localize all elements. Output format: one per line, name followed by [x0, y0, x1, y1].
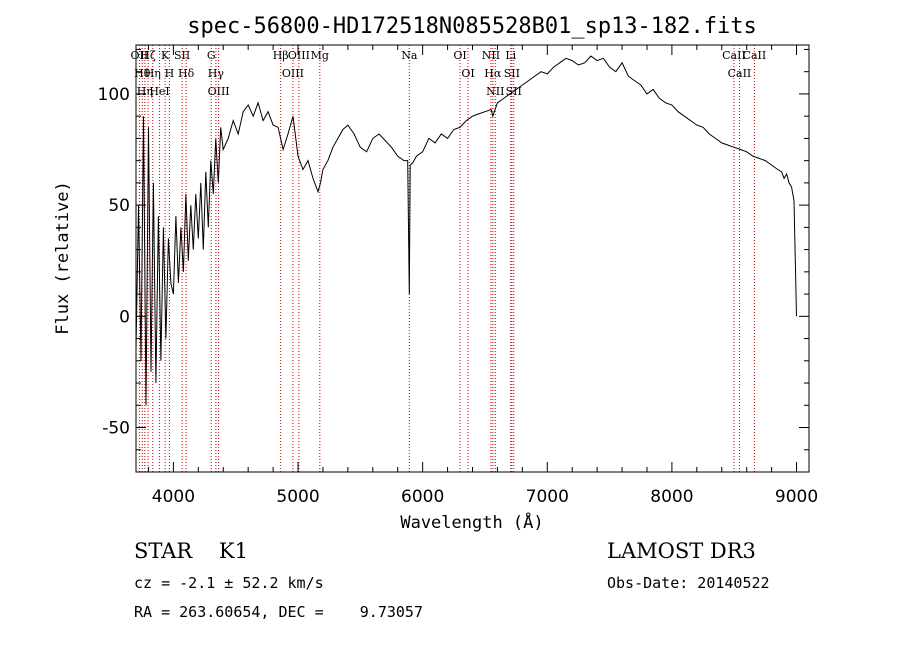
spectral-line-label: CaII — [722, 49, 746, 62]
y-axis-label: Flux (relative) — [53, 181, 73, 335]
spectral-line-label: HeI — [149, 85, 169, 98]
spectral-line-label: CaII — [743, 49, 767, 62]
x-tick-label: 9000 — [775, 487, 818, 507]
spectral-line-label: OIII — [282, 67, 304, 80]
object-class: STAR K1 — [134, 539, 248, 563]
x-tick-label: 4000 — [152, 487, 195, 507]
y-tick-label: 0 — [119, 307, 130, 327]
spectral-line-label: OIII — [208, 85, 230, 98]
spectral-line-label: SII — [504, 67, 520, 80]
y-tick-label: 100 — [98, 85, 130, 105]
x-tick-label: 5000 — [276, 487, 319, 507]
spectral-line-label: SII — [174, 49, 190, 62]
spectral-line-label: Hδ — [178, 67, 195, 80]
spectral-line-label: Hη — [145, 67, 161, 80]
spectral-line-label: NII — [482, 49, 500, 62]
spectral-line-label: Hη — [137, 85, 153, 98]
spectral-line-label: Mg — [311, 49, 329, 62]
x-axis-label: Wavelength (Å) — [400, 511, 543, 533]
spectral-line-label: Hα — [484, 67, 502, 80]
spectral-line-label: OI — [453, 49, 466, 62]
x-tick-label: 7000 — [526, 487, 569, 507]
spectral-line-label: Hγ — [208, 67, 225, 80]
spectral-line-label: CaII — [728, 67, 752, 80]
spectral-line-label: K — [161, 49, 170, 62]
spectral-line-label: OII — [131, 49, 149, 62]
spectral-line-label: H — [165, 67, 175, 80]
redshift-cz: cz = -2.1 ± 52.2 km/s — [134, 574, 324, 592]
x-tick-label: 8000 — [650, 487, 693, 507]
survey-name: LAMOST DR3 — [607, 539, 756, 563]
chart-title: spec-56800-HD172518N085528B01_sp13-182.f… — [187, 14, 757, 39]
spectral-line-label: OIII — [288, 49, 310, 62]
ra-dec: RA = 263.60654, DEC = 9.73057 — [134, 603, 423, 621]
obs-date: Obs-Date: 20140522 — [607, 574, 770, 592]
spectral-line-label: OI — [461, 67, 474, 80]
spectral-line-label: Hθ — [134, 67, 151, 80]
y-tick-label: -50 — [102, 419, 130, 439]
x-tick-label: 6000 — [401, 487, 444, 507]
spectral-line-markers — [138, 45, 755, 472]
spectral-line-label: Hβ — [273, 49, 289, 62]
spectral-line-label: Hζ — [140, 49, 156, 62]
spectral-line-label: Li — [505, 49, 516, 62]
plot-frame — [135, 44, 810, 473]
spectrum-line — [135, 55, 797, 406]
spectral-line-label: NII — [486, 85, 504, 98]
spectral-line-label: Na — [401, 49, 418, 62]
y-tick-label: 50 — [108, 196, 130, 216]
x-axis: 4000 5000 6000 7000 8000 9000 — [147, 45, 818, 507]
y-axis: -50 0 50 100 — [98, 48, 809, 451]
spectral-line-label: G — [207, 49, 216, 62]
